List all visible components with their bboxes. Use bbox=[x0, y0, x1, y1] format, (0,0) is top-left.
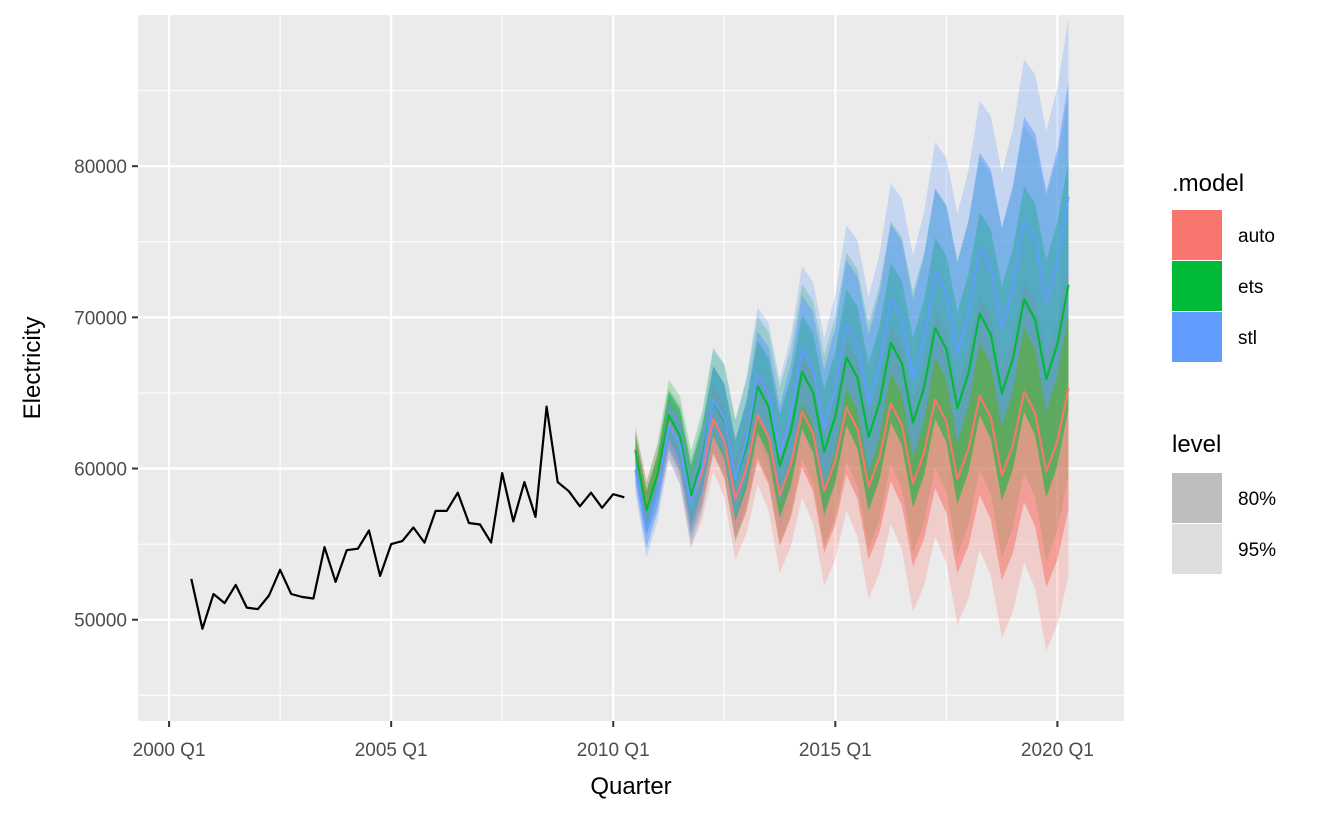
legend-label-auto: auto bbox=[1238, 226, 1275, 247]
forecast-line-auto bbox=[634, 387, 1070, 508]
forecast-interval-bands bbox=[635, 17, 1069, 651]
x-tick-label: 2010 Q1 bbox=[577, 740, 650, 761]
legend: .model auto ets stl level 80% 95% bbox=[1172, 170, 1276, 574]
legend-model-keys: auto ets stl bbox=[1172, 210, 1275, 362]
legend-key-stl bbox=[1172, 312, 1222, 362]
x-tick-label: 2000 Q1 bbox=[133, 740, 206, 761]
x-tick-label: 2005 Q1 bbox=[355, 740, 428, 761]
grid-lines bbox=[138, 15, 1124, 721]
legend-key-level bbox=[1172, 524, 1222, 574]
legend-level-keys: 80% 95% bbox=[1172, 473, 1276, 574]
y-axis-title: Electricity bbox=[19, 317, 46, 420]
series-lines bbox=[190, 196, 1070, 630]
legend-label-stl: stl bbox=[1238, 328, 1257, 349]
x-tick-label: 2020 Q1 bbox=[1021, 740, 1094, 761]
forecast-line-stl bbox=[634, 196, 1070, 532]
axis-ticks: 2000 Q1 2005 Q1 2010 Q1 2015 Q1 2020 Q1 50000… bbox=[74, 157, 1094, 761]
y-tick-label: 60000 bbox=[74, 460, 127, 481]
legend-label-level: 95% bbox=[1238, 540, 1276, 561]
legend-key-auto bbox=[1172, 210, 1222, 260]
legend-key-level bbox=[1172, 473, 1222, 523]
history-line bbox=[190, 405, 625, 630]
y-tick-label: 50000 bbox=[74, 611, 127, 632]
legend-label-level: 80% bbox=[1238, 489, 1276, 510]
legend-label-ets: ets bbox=[1238, 277, 1263, 298]
legend-key-ets bbox=[1172, 261, 1222, 311]
legend-level-title: level bbox=[1172, 431, 1221, 458]
x-tick-label: 2015 Q1 bbox=[799, 740, 872, 761]
y-tick-label: 80000 bbox=[74, 157, 127, 178]
y-tick-label: 70000 bbox=[74, 308, 127, 329]
legend-model-title: .model bbox=[1172, 170, 1244, 197]
x-axis-title: Quarter bbox=[590, 773, 671, 800]
band-80-stl bbox=[635, 81, 1069, 549]
